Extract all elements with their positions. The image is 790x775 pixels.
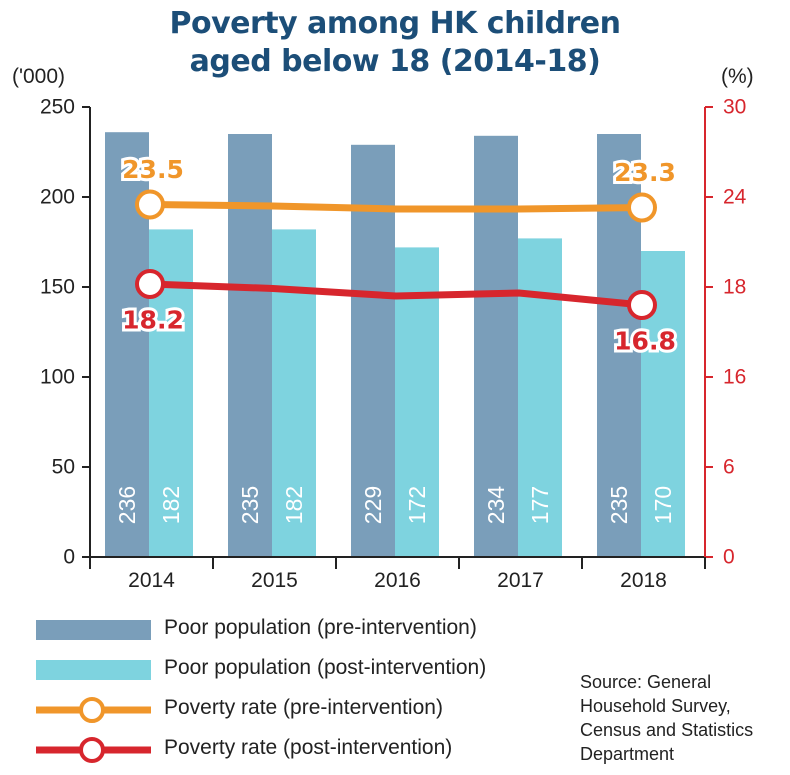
post-rate-line bbox=[146, 280, 646, 309]
post-rate-point-2014 bbox=[135, 269, 165, 299]
legend-swatch-post-rate bbox=[36, 737, 151, 763]
right-tick-label-16: 16 bbox=[723, 366, 746, 389]
right-tick-label-30: 30 bbox=[723, 96, 746, 119]
post-population-label-2017: 177 bbox=[527, 486, 553, 524]
post-population-label-2016: 172 bbox=[404, 486, 430, 524]
chart-title-line-1: Poverty among HK children bbox=[169, 6, 621, 41]
right-tick-label-6: 6 bbox=[723, 456, 735, 479]
x-label-2016: 2016 bbox=[374, 569, 421, 592]
post-population-label-2015: 182 bbox=[281, 486, 307, 524]
legend-label-post-rate: Poverty rate (post-intervention) bbox=[164, 736, 453, 759]
pre-population-label-2017: 234 bbox=[483, 486, 509, 525]
post-population-bar-2015 bbox=[272, 229, 316, 557]
right-axis-unit: (%) bbox=[721, 65, 754, 88]
left-tick-label-150: 150 bbox=[40, 276, 75, 299]
pre-population-label-2018: 235 bbox=[606, 486, 632, 524]
pre-population-label-2014: 236 bbox=[114, 486, 140, 524]
legend-swatch-post-population bbox=[36, 660, 151, 680]
chart-title-line-2: aged below 18 (2014-18) bbox=[189, 44, 601, 79]
x-label-2014: 2014 bbox=[128, 569, 175, 592]
left-tick-label-250: 250 bbox=[40, 96, 75, 119]
legend-swatch-pre-rate bbox=[36, 697, 151, 723]
pre-rate-label-2014: 23.5 bbox=[122, 155, 184, 184]
pre-population-label-2016: 229 bbox=[360, 486, 386, 524]
left-tick-label-0: 0 bbox=[63, 546, 75, 569]
left-tick-label-200: 200 bbox=[40, 186, 75, 209]
right-tick-label-24: 24 bbox=[723, 186, 747, 209]
x-label-2018: 2018 bbox=[620, 569, 667, 592]
legend-label-pre-population: Poor population (pre-intervention) bbox=[164, 616, 477, 639]
legend-label-post-population: Poor population (post-intervention) bbox=[164, 656, 487, 679]
post-rate-point-2018 bbox=[627, 290, 657, 320]
right-tick-label-0: 0 bbox=[723, 546, 735, 569]
post-rate-label-2018: 16.8 bbox=[614, 327, 676, 356]
legend-swatch-pre-population bbox=[36, 620, 151, 640]
x-label-2017: 2017 bbox=[497, 569, 544, 592]
pre-population-label-2015: 235 bbox=[237, 486, 263, 524]
post-population-label-2014: 182 bbox=[158, 486, 184, 524]
pre-rate-point-2014 bbox=[135, 189, 165, 220]
poverty-chart: 236 182 235 182 229 172 234 177 235 170 0 50 100 150 2… bbox=[12, 65, 754, 592]
right-tick-label-18: 18 bbox=[723, 276, 746, 299]
source-note: Source: General Household Survey, Census… bbox=[580, 672, 754, 764]
post-rate-label-2014: 18.2 bbox=[122, 306, 184, 335]
pre-rate-point-2018 bbox=[627, 192, 657, 223]
post-population-label-2018: 170 bbox=[650, 486, 676, 524]
pre-rate-label-2018: 23.3 bbox=[614, 158, 676, 187]
left-tick-label-50: 50 bbox=[52, 456, 75, 479]
left-axis-unit: ('000) bbox=[12, 65, 65, 88]
legend-label-pre-rate: Poverty rate (pre-intervention) bbox=[164, 696, 443, 719]
pre-population-bar-2016 bbox=[351, 144, 395, 558]
pre-rate-line bbox=[146, 201, 646, 213]
left-tick-label-100: 100 bbox=[40, 366, 75, 389]
x-label-2015: 2015 bbox=[251, 569, 298, 592]
